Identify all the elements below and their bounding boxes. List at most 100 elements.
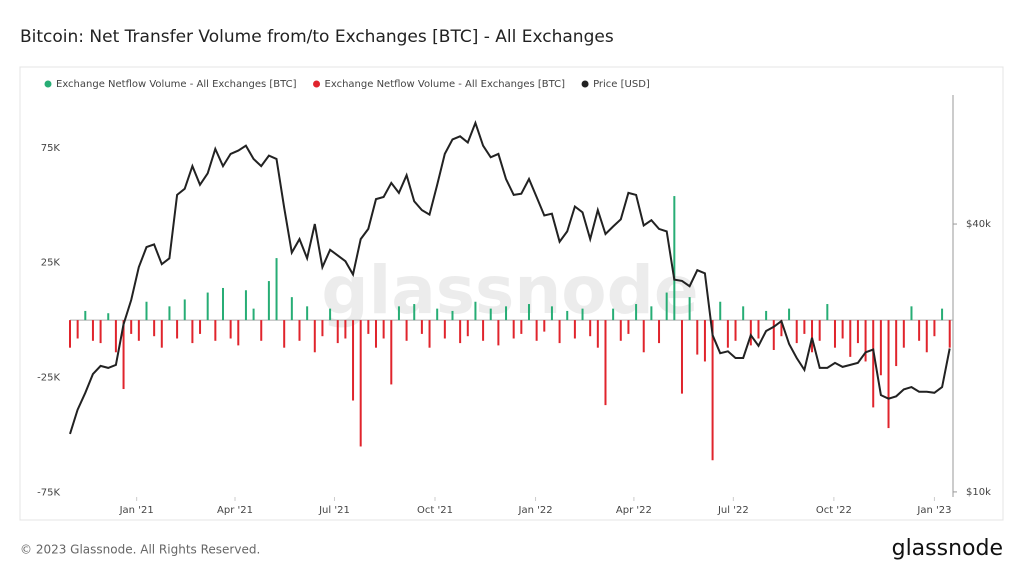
bar [99, 320, 102, 344]
bar [252, 308, 255, 321]
legend-label: Exchange Netflow Volume - All Exchanges … [325, 79, 566, 90]
bar [941, 308, 944, 321]
watermark: glassnode [321, 252, 698, 329]
bar [864, 320, 867, 362]
bar [918, 320, 921, 341]
bar [69, 320, 71, 348]
bar [803, 320, 806, 334]
bar [833, 320, 836, 348]
bar [390, 320, 393, 385]
x-tick-label: Jan '23 [916, 505, 951, 516]
bar [573, 320, 576, 339]
bar [680, 320, 683, 394]
bar [673, 196, 676, 321]
bar [405, 320, 408, 341]
bar [267, 281, 270, 321]
bar [765, 310, 768, 321]
bar [612, 308, 615, 321]
bar [650, 306, 653, 321]
bar [841, 320, 844, 339]
bar [413, 304, 416, 321]
bar [321, 320, 324, 337]
bar [114, 320, 117, 353]
bar [543, 320, 546, 332]
chart-card [19, 66, 1004, 521]
bar [933, 320, 936, 337]
bar [688, 297, 691, 321]
y-tick-label: 75K [41, 143, 61, 154]
bar [244, 290, 247, 321]
bar [635, 304, 638, 321]
x-tick-label: Apr '21 [217, 505, 253, 516]
bar [627, 320, 630, 334]
legend-marker [44, 80, 52, 88]
bar [275, 258, 278, 321]
bar [811, 320, 814, 353]
bar [826, 304, 829, 321]
bar [482, 320, 485, 341]
bar [352, 320, 355, 401]
chart-title: Bitcoin: Net Transfer Volume from/to Exc… [20, 27, 614, 47]
bar [520, 320, 523, 334]
y-tick-label: -75K [37, 487, 60, 498]
bar [772, 320, 775, 350]
bar [91, 320, 94, 341]
bar [397, 306, 400, 321]
bar [436, 308, 439, 321]
bar [221, 287, 224, 321]
x-tick-label: Jul '22 [717, 505, 749, 516]
bar [76, 320, 79, 339]
bar [711, 320, 714, 461]
bar [459, 320, 462, 344]
bar [719, 301, 722, 321]
bar [474, 301, 477, 321]
bar [795, 320, 798, 344]
bar [84, 310, 87, 321]
bar [703, 320, 706, 362]
bar [336, 320, 339, 344]
bar [420, 320, 423, 334]
x-tick-label: Oct '22 [816, 505, 852, 516]
bar [558, 320, 561, 344]
copyright: © 2023 Glassnode. All Rights Reserved. [20, 543, 260, 557]
y2-tick-label: $40k [966, 219, 991, 230]
y-tick-label: -25K [37, 373, 60, 384]
bar [329, 308, 332, 321]
x-tick-label: Apr '22 [616, 505, 652, 516]
bar [283, 320, 286, 348]
x-tick-label: Jul '21 [318, 505, 350, 516]
bar [206, 292, 209, 321]
y2-tick-label: $10k [966, 487, 991, 498]
bar [604, 320, 607, 406]
bar [451, 310, 454, 321]
bar [367, 320, 370, 334]
bar [849, 320, 852, 357]
bar [428, 320, 431, 348]
bar [726, 320, 729, 348]
bar [359, 320, 362, 447]
bar [925, 320, 928, 353]
bar [887, 320, 890, 429]
bar [306, 306, 309, 321]
bar [298, 320, 301, 341]
bar [137, 320, 140, 341]
bar [665, 292, 668, 321]
bar [658, 320, 661, 344]
bar [872, 320, 875, 408]
logo: glassnode [892, 536, 1003, 561]
bar [902, 320, 905, 348]
x-tick-label: Jan '21 [119, 505, 154, 516]
bar [191, 320, 194, 344]
bar [512, 320, 515, 339]
bar [642, 320, 645, 353]
bar [596, 320, 599, 348]
bar [237, 320, 240, 346]
bar [145, 301, 148, 321]
y-tick-label: 25K [41, 258, 61, 269]
bar [344, 320, 347, 339]
bar [948, 320, 951, 348]
bar [214, 320, 217, 341]
legend-marker [313, 80, 321, 88]
bar [260, 320, 263, 341]
bar [818, 320, 821, 341]
